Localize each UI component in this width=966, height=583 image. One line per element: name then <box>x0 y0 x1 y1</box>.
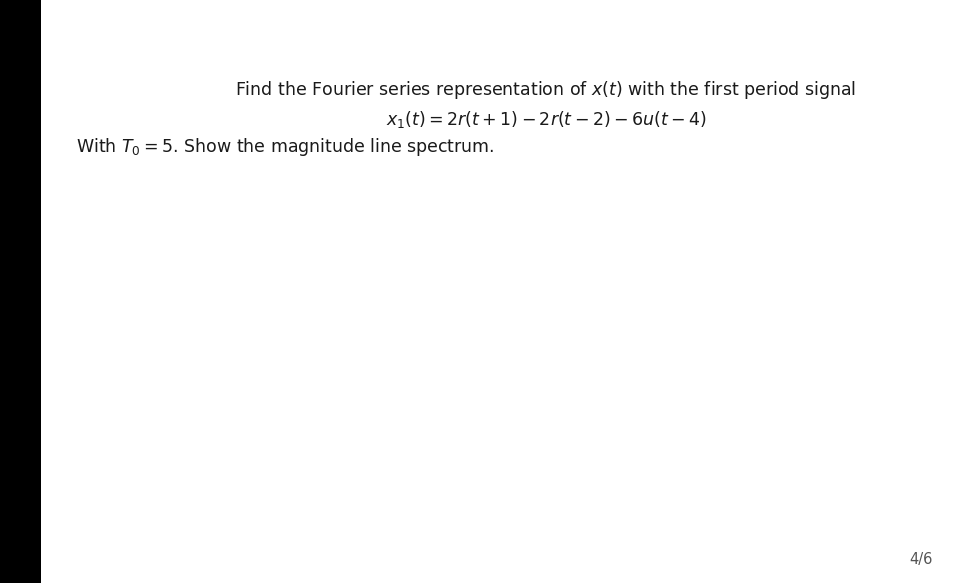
Bar <box>0 0 41 583</box>
Text: Find the Fourier series representation of $x(t)$ with the first period signal: Find the Fourier series representation o… <box>236 79 856 101</box>
Text: With $T_0 = 5$. Show the magnitude line spectrum.: With $T_0 = 5$. Show the magnitude line … <box>75 136 495 158</box>
Text: 4/6: 4/6 <box>909 552 932 567</box>
Text: $x_1(t) = 2r(t + 1) - 2r(t - 2) - 6u(t - 4)$: $x_1(t) = 2r(t + 1) - 2r(t - 2) - 6u(t -… <box>385 109 706 130</box>
